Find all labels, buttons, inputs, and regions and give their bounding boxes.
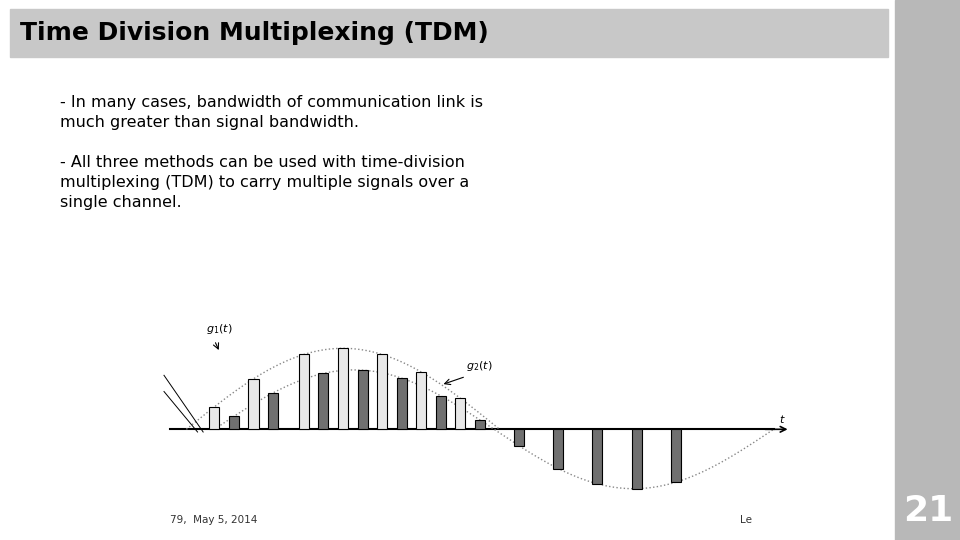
Bar (671, 429, 681, 482)
Text: Le: Le (740, 515, 752, 525)
Bar (209, 407, 220, 429)
Text: single channel.: single channel. (60, 195, 181, 210)
Text: 21: 21 (902, 494, 953, 528)
Bar (249, 379, 258, 429)
Bar (357, 370, 368, 429)
Bar (228, 416, 239, 429)
Bar (299, 354, 309, 429)
Bar (592, 429, 603, 484)
Bar (455, 399, 466, 429)
Text: $t$: $t$ (780, 413, 786, 425)
Text: - In many cases, bandwidth of communication link is: - In many cases, bandwidth of communicat… (60, 95, 483, 110)
Bar (338, 348, 348, 429)
Bar (895, 0, 960, 540)
Text: $g_1(t)$: $g_1(t)$ (206, 322, 232, 336)
Bar (377, 354, 387, 429)
Bar (417, 372, 426, 429)
Bar (396, 378, 407, 429)
Bar (553, 429, 564, 469)
Text: Time Division Multiplexing (TDM): Time Division Multiplexing (TDM) (20, 21, 489, 45)
Bar (436, 396, 445, 429)
Text: - All three methods can be used with time-division: - All three methods can be used with tim… (60, 155, 465, 170)
Bar (268, 393, 278, 429)
Bar (632, 429, 641, 489)
Bar (475, 420, 485, 429)
Bar (515, 429, 524, 446)
Bar (10, 9, 888, 57)
Text: multiplexing (TDM) to carry multiple signals over a: multiplexing (TDM) to carry multiple sig… (60, 175, 469, 190)
Text: much greater than signal bandwidth.: much greater than signal bandwidth. (60, 115, 359, 130)
Text: 79,  May 5, 2014: 79, May 5, 2014 (170, 515, 257, 525)
Text: $g_2(t)$: $g_2(t)$ (466, 359, 492, 373)
Bar (319, 374, 328, 429)
